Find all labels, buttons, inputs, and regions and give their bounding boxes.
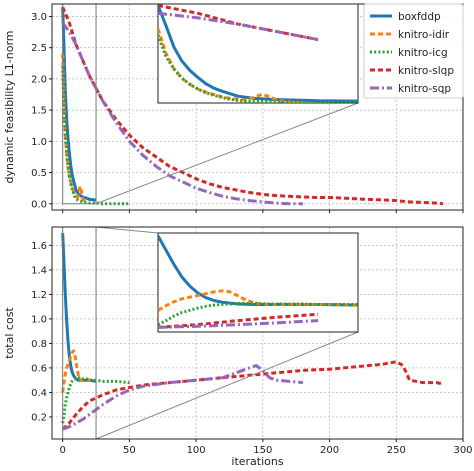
series-line-knitro-idir — [61, 53, 88, 204]
y-tick-label: 0.5 — [31, 168, 47, 179]
x-axis-label: iterations — [231, 455, 283, 467]
zoom-connector-bottom — [95, 102, 359, 205]
zoom-region-box — [62, 3, 97, 205]
series-line-knitro-slqp — [61, 360, 444, 431]
y-tick-label: 1.0 — [31, 314, 47, 325]
y-tick-label: 1.2 — [31, 290, 47, 301]
axes-frame — [51, 226, 464, 440]
y-axis-label: total cost — [3, 307, 16, 359]
series-group — [61, 233, 444, 431]
inset-frame — [157, 3, 359, 104]
series-line-knitro-sqp — [62, 364, 304, 431]
y-tick-label: 0.8 — [31, 339, 47, 350]
inset-series-group — [158, 235, 358, 329]
legend-label-knitro-slqp: knitro-slqp — [398, 65, 454, 77]
inset-series-line-knitro-icg — [158, 301, 358, 326]
x-tick-label: 150 — [253, 445, 272, 456]
legend-label-knitro-idir: knitro-idir — [398, 29, 450, 41]
y-tick-label: 0.0 — [31, 199, 47, 210]
y-tick-label: 2.0 — [31, 74, 47, 85]
legend-label-boxfddp: boxfddp — [398, 11, 441, 23]
zoom-connector-bottom — [95, 331, 359, 440]
x-tick-label: 200 — [320, 445, 339, 456]
bottom-panel-total-cost: 0.2 0.4 0.6 0.8 1.0 1.2 1.4 1.6 0 50 100 150 200 250 3… — [3, 226, 473, 468]
top-panel-feasibility: 0.0 0.5 1.0 1.5 2.0 2.5 3.0 dynamic feasibility… — [3, 3, 464, 213]
inset-series-line-knitro-icg — [158, 34, 358, 103]
inset-frame — [157, 232, 359, 333]
axes-frame — [51, 3, 464, 211]
x-tick-label: 0 — [59, 445, 65, 456]
legend-box — [363, 3, 464, 99]
y-tick-label: 1.4 — [31, 265, 47, 276]
series-line-knitro-icg — [61, 66, 130, 206]
inset-series-line-knitro-slqp — [158, 312, 319, 329]
legend-label-knitro-icg: knitro-icg — [398, 47, 448, 59]
legend-label-knitro-sqp: knitro-sqp — [398, 83, 451, 95]
inset-series-line-knitro-sqp — [158, 319, 319, 329]
legend: boxfddp knitro-idir knitro-icg knitro-slqp k… — [363, 3, 464, 99]
y-tick-label: 1.5 — [31, 106, 47, 117]
y-tick-label: 0.4 — [31, 388, 47, 399]
y-tick-label: 0.2 — [31, 412, 47, 423]
x-tick-label: 250 — [387, 445, 406, 456]
inset-series-line-knitro-idir — [158, 28, 303, 103]
y-tick-label: 0.6 — [31, 363, 47, 374]
series-line-knitro-slqp — [61, 6, 444, 206]
series-line-knitro-icg — [61, 376, 130, 424]
x-tick-label: 300 — [453, 445, 472, 456]
inset-series-group — [158, 4, 358, 103]
series-line-boxfddp — [61, 7, 97, 202]
x-tick-label: 50 — [123, 445, 136, 456]
y-tick-label: 1.0 — [31, 137, 47, 148]
y-tick-label: 3.0 — [31, 12, 47, 23]
zoom-connector-top — [95, 226, 159, 234]
series-line-knitro-idir — [61, 349, 97, 393]
inset-series-line-boxfddp — [158, 4, 358, 103]
inset-series-line-knitro-sqp — [158, 11, 319, 42]
series-line-boxfddp — [61, 233, 97, 383]
x-tick-label: 100 — [187, 445, 206, 456]
y-tick-label: 1.6 — [31, 241, 47, 252]
y-tick-label: 2.5 — [31, 43, 47, 54]
y-axis-label: dynamic feasibility L1-norm — [3, 30, 16, 183]
